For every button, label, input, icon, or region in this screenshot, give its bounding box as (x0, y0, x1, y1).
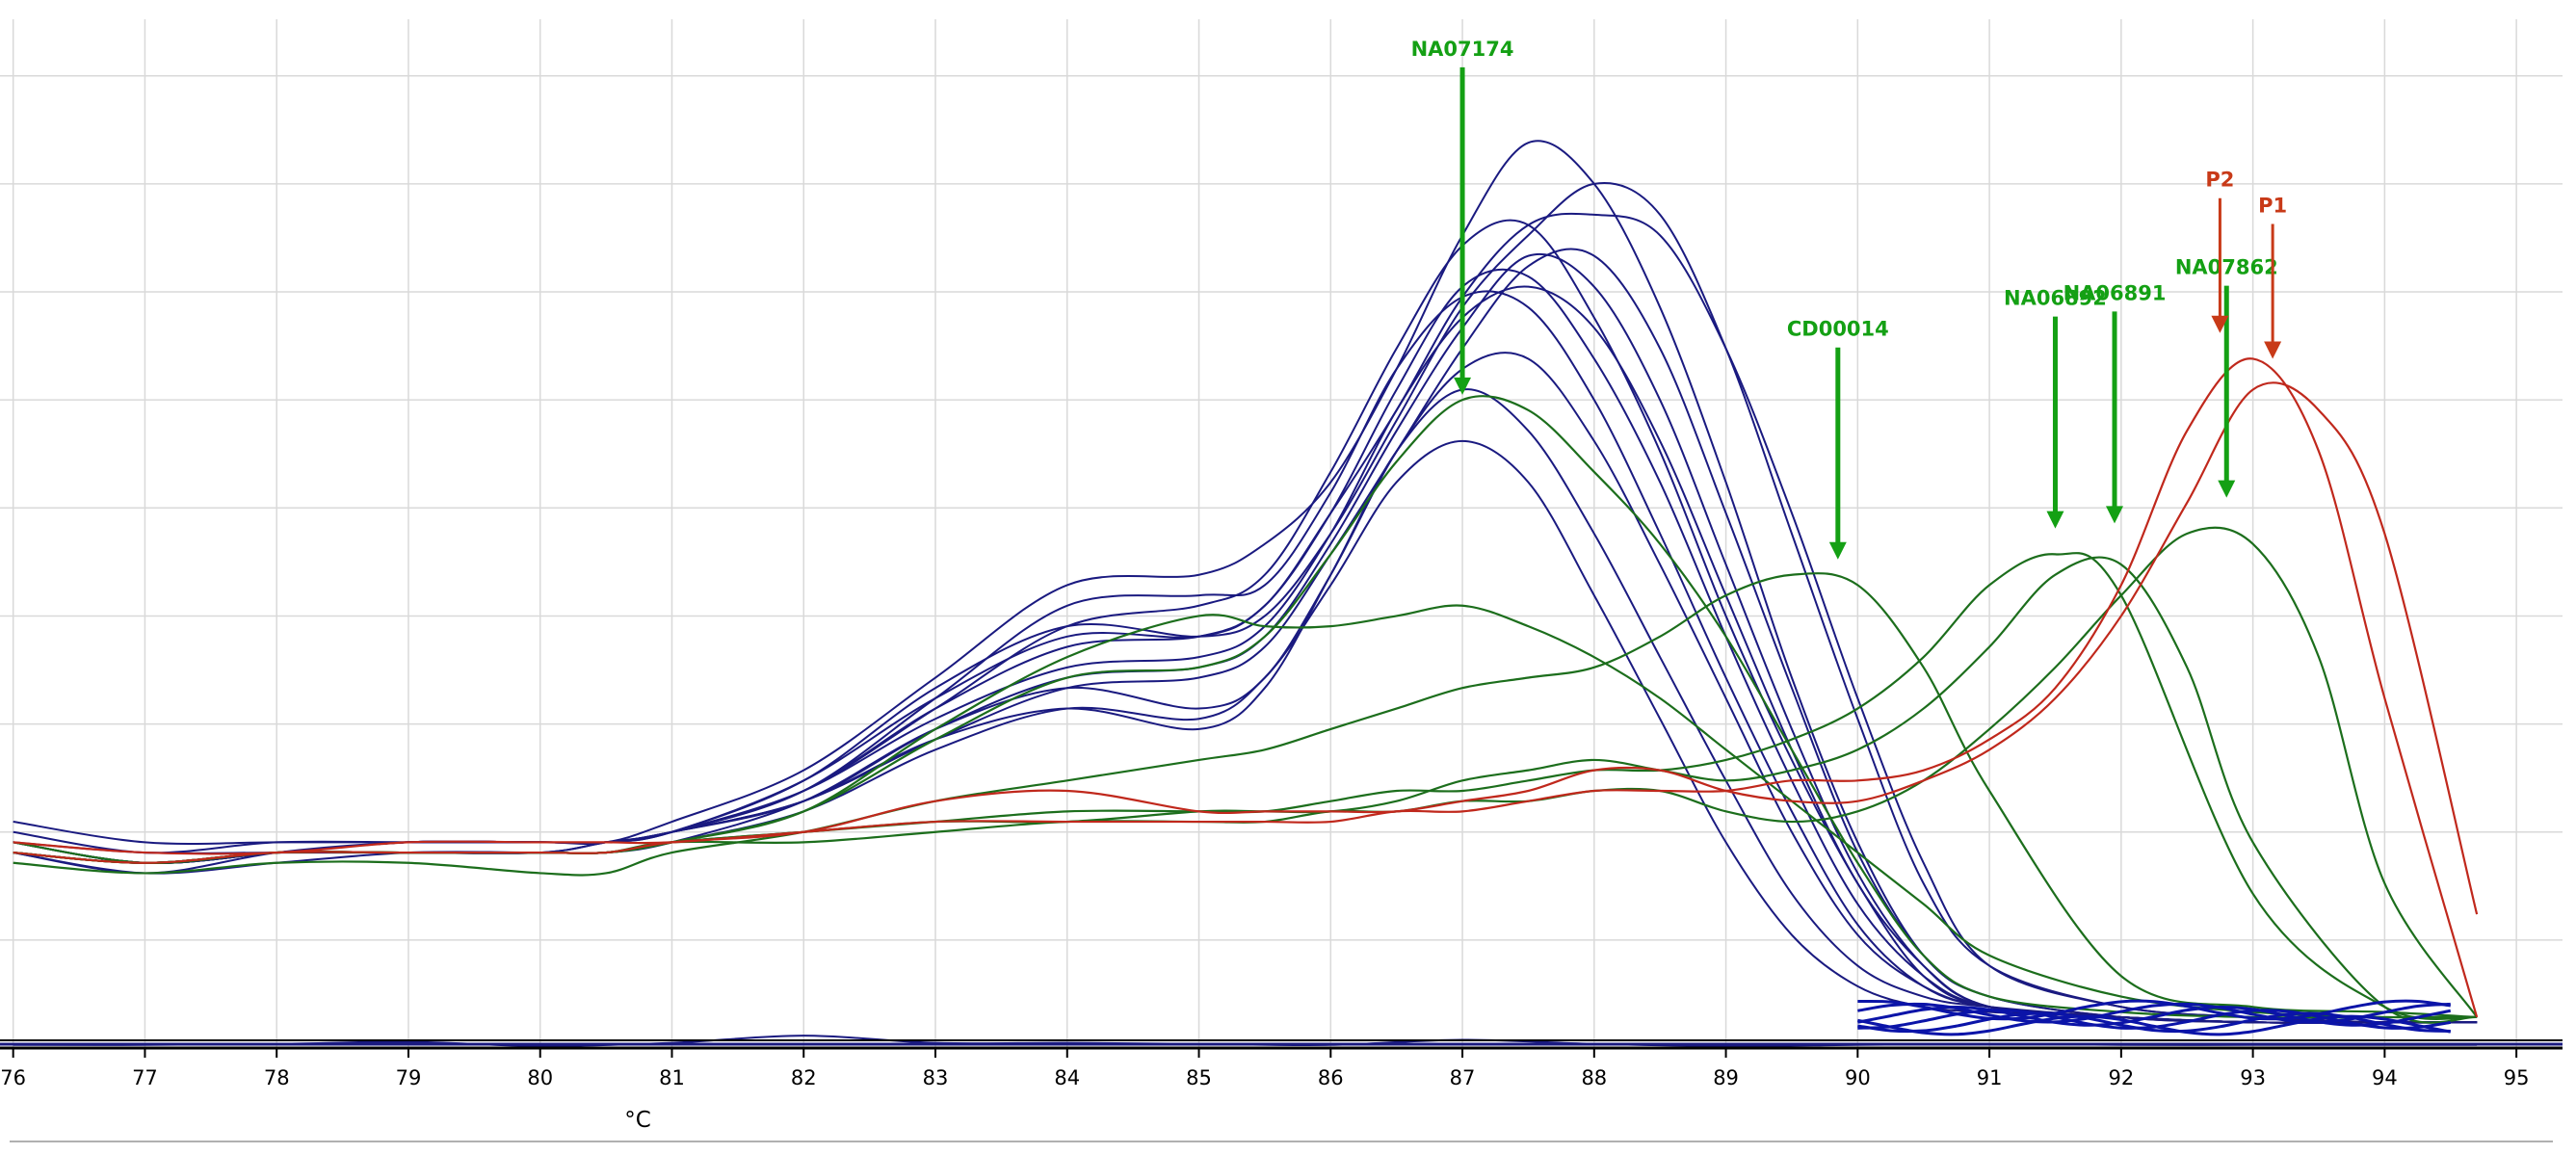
annotation-arrow-head (2106, 506, 2124, 524)
x-tick-label: 79 (396, 1066, 422, 1089)
series-line-green-3 (13, 572, 2478, 1019)
annotation-arrow-head (2046, 511, 2064, 529)
baseline-noise-line (1857, 999, 2451, 1021)
annotation-label: NA06891 (2063, 281, 2167, 304)
annotation-label: P1 (2258, 194, 2287, 217)
x-tick-label: 85 (1186, 1066, 1212, 1089)
x-tick-label: 95 (2504, 1066, 2530, 1089)
x-tick-label: 92 (2108, 1066, 2134, 1089)
grid-lines (0, 19, 2563, 1048)
annotation-cd00014: CD00014 (1787, 318, 1889, 560)
x-tick-label: 78 (264, 1066, 290, 1089)
baseline-noise-cluster (1857, 999, 2452, 1036)
x-tick-label: 87 (1450, 1066, 1476, 1089)
x-tick-label: 93 (2240, 1066, 2266, 1089)
x-tick-label: 82 (791, 1066, 817, 1089)
series-line-red-1 (13, 357, 2479, 1018)
annotation-label: NA06892 (2004, 287, 2107, 310)
annotation-na06891: NA06891 (2063, 281, 2167, 524)
series-line-red-2 (13, 381, 2479, 915)
annotation-label: P2 (2205, 169, 2234, 192)
x-tick-label: 88 (1581, 1066, 1607, 1089)
x-tick-label: 76 (0, 1066, 26, 1089)
x-tick-label: 86 (1318, 1066, 1344, 1089)
annotation-arrow-head (2211, 315, 2229, 333)
annotation-arrow-head (2218, 480, 2236, 498)
x-tick-label: 80 (527, 1066, 553, 1089)
x-tick-label: 91 (1977, 1066, 2003, 1089)
annotation-label: NA07862 (2175, 256, 2278, 279)
x-tick-label: 94 (2372, 1066, 2398, 1089)
annotation-na06892: NA06892 (2004, 287, 2107, 529)
annotation-arrow-head (1454, 377, 1472, 395)
annotation-label: NA07174 (1411, 38, 1514, 61)
annotation-na07174: NA07174 (1411, 38, 1514, 395)
x-tick-label: 89 (1713, 1066, 1739, 1089)
x-tick-label: 81 (659, 1066, 685, 1089)
annotation-arrow-head (1828, 541, 1847, 560)
x-tick-label: 84 (1054, 1066, 1080, 1089)
annotation-p1: P1 (2258, 194, 2287, 359)
x-axis: 76 77 78 79 80 81 82 83 84 85 86 87 88 89 90 91 92 93 94 95 (0, 1039, 2563, 1142)
baseline-noise-line (1857, 1002, 2451, 1024)
annotation-label: CD00014 (1787, 318, 1889, 341)
annotation-arrow-head (2264, 341, 2282, 359)
x-tick-label: 77 (132, 1066, 158, 1089)
x-tick-label: 90 (1845, 1066, 1871, 1089)
x-axis-title: °C (624, 1108, 651, 1133)
x-tick-label: 83 (923, 1066, 949, 1089)
annotation-p2: P2 (2205, 169, 2234, 333)
melt-curves (0, 140, 2563, 1047)
